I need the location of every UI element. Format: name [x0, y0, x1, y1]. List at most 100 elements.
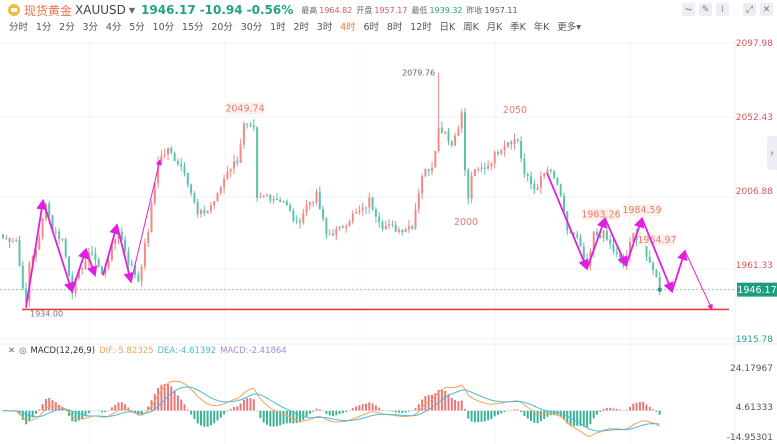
candle-body — [190, 184, 193, 194]
period-tab[interactable]: 3时 — [316, 22, 333, 33]
period-tab[interactable]: 30分 — [240, 22, 263, 33]
candle-body — [424, 168, 427, 177]
macd-bar — [635, 402, 638, 411]
trend-arrow — [671, 249, 688, 292]
period-tab[interactable]: 8时 — [386, 22, 403, 33]
period-tab[interactable]: 10分 — [152, 22, 175, 33]
macd-bar — [648, 406, 651, 411]
macd-bar — [536, 410, 539, 424]
price-annotation: 2079.76 — [402, 69, 435, 78]
period-tab[interactable]: 月K — [486, 22, 503, 33]
candle-body — [64, 239, 67, 257]
candle-body — [150, 203, 153, 232]
candle-body — [252, 125, 255, 128]
chevron-down-icon[interactable]: ▼ — [128, 5, 136, 15]
macd-bar — [371, 403, 374, 411]
candle-body — [315, 191, 318, 203]
macd-bar — [130, 409, 133, 411]
draw-icon[interactable]: ⏦ — [682, 3, 695, 16]
candle-body — [77, 269, 80, 279]
candle-body — [143, 243, 146, 267]
macd-bar — [444, 390, 447, 411]
candle-body — [556, 177, 559, 185]
period-tab[interactable]: 季K — [510, 22, 526, 33]
trend-arrow — [625, 216, 645, 266]
macd-bar — [229, 409, 232, 411]
low-label: 最低 — [411, 5, 428, 15]
macd-bar — [480, 410, 483, 422]
period-tab[interactable]: 更多▾ — [557, 22, 581, 33]
period-tab[interactable]: 15分 — [181, 22, 204, 33]
period-tab[interactable]: 5分 — [129, 22, 145, 33]
period-tab[interactable]: 3分 — [82, 22, 99, 33]
settings-icon[interactable]: ◎ — [19, 346, 27, 356]
candle-body — [450, 141, 453, 146]
y-axis-tick: 1961.33 — [736, 261, 773, 271]
period-tab[interactable]: 年K — [533, 22, 550, 33]
period-tab[interactable]: 20分 — [211, 22, 233, 33]
candle-body — [124, 239, 127, 252]
period-tab[interactable]: 12时 — [410, 22, 432, 33]
candle-body — [299, 221, 301, 223]
period-tab[interactable]: 4分 — [105, 22, 122, 33]
candle-body — [421, 176, 424, 194]
macd-bar — [31, 410, 34, 418]
macd-bar — [302, 410, 305, 420]
expand-icon[interactable]: ⤢ — [743, 3, 756, 16]
candle-body — [97, 259, 100, 267]
candle-body — [94, 253, 97, 260]
price-annotation: 1984.59 — [622, 205, 661, 216]
candle-body — [414, 209, 417, 229]
close-icon[interactable]: ✕ — [760, 3, 773, 16]
period-tab[interactable]: 分时 — [9, 22, 29, 33]
candle-body — [262, 196, 265, 198]
macd-bar — [533, 410, 536, 423]
candle-body — [272, 199, 275, 201]
period-tab[interactable]: 日K — [439, 22, 456, 33]
candle-body — [553, 171, 556, 178]
trend-arrow — [25, 198, 47, 308]
period-tab[interactable]: 4时 — [340, 22, 356, 33]
prev-close-value: 1957.11 — [484, 5, 518, 15]
candle-body — [559, 184, 562, 196]
symbol-selector[interactable]: XAUUSD — [75, 3, 126, 17]
period-tab[interactable]: 1时 — [270, 22, 286, 33]
dea-line — [2, 386, 660, 432]
trend-arrow — [546, 172, 589, 271]
chevron-right-icon[interactable]: › — [767, 136, 777, 170]
macd-bar — [279, 410, 282, 426]
candle-body — [454, 135, 457, 146]
period-tab[interactable]: 周K — [463, 22, 479, 33]
macd-bar — [295, 410, 298, 424]
candle-body — [183, 166, 186, 174]
close-icon[interactable]: ✕ — [8, 346, 16, 356]
macd-bar — [209, 410, 212, 426]
period-tab[interactable]: 2分 — [59, 22, 75, 33]
macd-bar — [586, 410, 589, 428]
period-tab[interactable]: 6时 — [363, 22, 380, 33]
macd-bar — [539, 410, 542, 422]
macd-bar — [572, 410, 575, 427]
period-tab[interactable]: 1分 — [35, 22, 52, 33]
macd-bar — [602, 408, 605, 411]
macd-bar — [190, 410, 193, 415]
pen-icon[interactable]: ✎ — [699, 3, 712, 16]
indicator-icon[interactable]: ⁞ — [716, 3, 729, 16]
macd-bar — [203, 410, 206, 427]
candle-body — [256, 127, 259, 198]
macd-bar — [401, 410, 404, 413]
candle-body — [160, 155, 163, 163]
macd-bar — [41, 404, 44, 411]
macd-bar — [180, 399, 183, 411]
macd-bar — [2, 410, 4, 412]
trend-arrow — [604, 218, 628, 268]
price-change-pct: -0.56% — [246, 3, 294, 17]
candle-body — [440, 128, 443, 134]
candle-body — [500, 150, 503, 154]
macd-bar — [437, 389, 440, 411]
candle-body — [163, 154, 166, 156]
period-tab[interactable]: 2时 — [293, 22, 309, 33]
candle-body — [335, 228, 338, 236]
macd-bar — [117, 402, 120, 411]
